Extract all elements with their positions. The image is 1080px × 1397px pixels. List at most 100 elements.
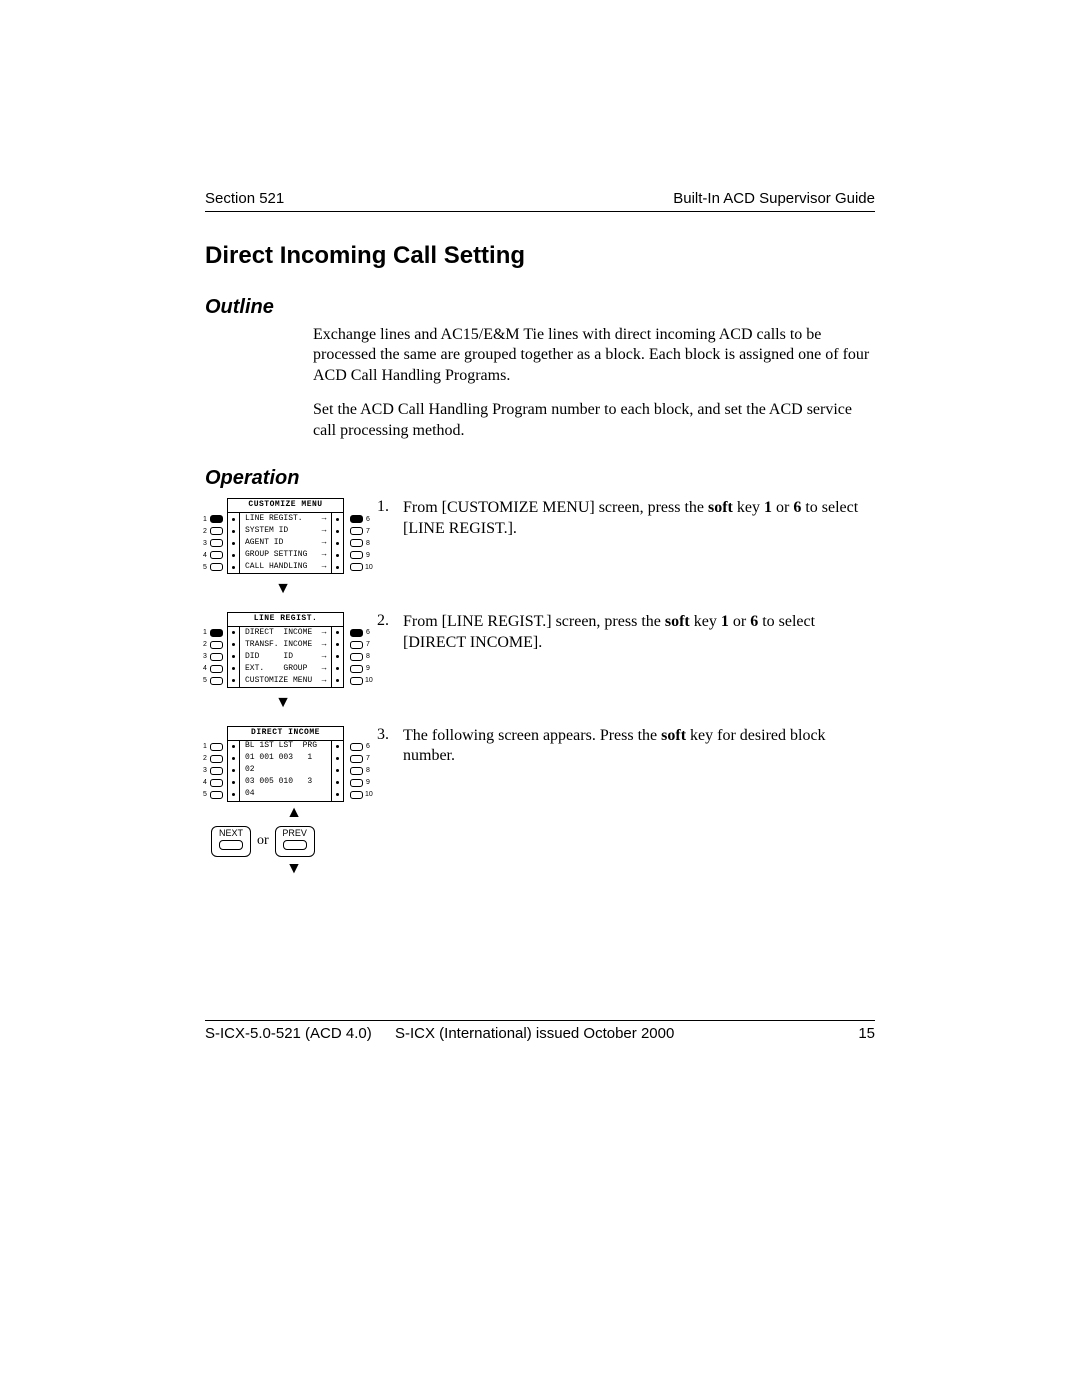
header-right: Built-In ACD Supervisor Guide <box>673 190 875 207</box>
softkey-led-icon <box>350 539 363 547</box>
softkey-led-icon <box>210 563 223 571</box>
outline-heading: Outline <box>205 296 875 319</box>
r: DID ID <box>242 653 319 662</box>
r: CUSTOMIZE MENU <box>242 677 319 686</box>
bullet-icon <box>232 757 235 760</box>
lcd1-row1: LINE REGIST. <box>242 515 319 524</box>
arrow-down-icon: ▼ <box>253 580 313 598</box>
next-button[interactable]: NEXT <box>211 826 251 857</box>
button-key-icon <box>219 840 243 850</box>
r: DIRECT INCOME <box>242 629 319 638</box>
lcd1-rnum-1: 6 <box>365 516 371 524</box>
softkey-led-icon <box>350 767 363 775</box>
n: 7 <box>365 755 371 763</box>
t: From [CUSTOMIZE MENU] screen, press the <box>403 499 708 516</box>
n: 6 <box>365 629 371 637</box>
n: 10 <box>365 791 371 799</box>
lcd-panel-3-wrap: 1 2 3 4 5 6 7 8 9 10 DIRECT INCOME BL 1 <box>205 726 365 879</box>
arrow-right-icon: → <box>319 539 329 548</box>
lcd3-title: DIRECT INCOME <box>228 727 343 741</box>
footer-left: S-ICX-5.0-521 (ACD 4.0) <box>205 1025 395 1042</box>
arrow-right-icon: → <box>319 527 329 536</box>
bullet-icon <box>336 769 339 772</box>
n: 2 <box>202 755 208 763</box>
t: or <box>729 613 750 630</box>
softkey-led-icon <box>350 665 363 673</box>
softkey-led-icon <box>210 551 223 559</box>
softkey-led-icon <box>350 677 363 685</box>
softkey-led-icon <box>210 629 223 637</box>
bullet-icon <box>336 745 339 748</box>
lcd1-lnum-1: 1 <box>202 516 208 524</box>
step-number: 3. <box>377 726 403 767</box>
button-key-icon <box>283 840 307 850</box>
operation-step-1: 1 2 3 4 5 6 7 8 9 10 CUSTOMIZE MENU LI <box>205 498 875 604</box>
r: 03 005 010 3 <box>242 778 329 787</box>
n: 10 <box>365 677 371 685</box>
n: 9 <box>365 779 371 787</box>
bullet-icon <box>232 679 235 682</box>
next-label: NEXT <box>219 828 243 838</box>
softkey-led-icon <box>350 755 363 763</box>
page: Section 521 Built-In ACD Supervisor Guid… <box>0 0 1080 1397</box>
lcd1-lnum-5: 5 <box>202 564 208 572</box>
softkey-led-icon <box>210 527 223 535</box>
arrow-right-icon: → <box>319 515 329 524</box>
lcd1-rnum-2: 7 <box>365 528 371 536</box>
softkey-led-icon <box>350 563 363 571</box>
bullet-icon <box>336 518 339 521</box>
outline-para-2: Set the ACD Call Handling Program number… <box>313 400 875 441</box>
lcd-panel-2-wrap: 1 2 3 4 5 6 7 8 9 10 LINE REGIST. DIREC <box>205 612 365 718</box>
n: 6 <box>365 743 371 751</box>
nav-buttons: NEXT or PREV <box>211 826 365 857</box>
lcd1-rnum-4: 9 <box>365 552 371 560</box>
softkey-led-icon <box>350 515 363 523</box>
content-area: Section 521 Built-In ACD Supervisor Guid… <box>205 190 875 879</box>
bullet-icon <box>232 530 235 533</box>
softkey-led-icon <box>210 767 223 775</box>
step3-text: 3. The following screen appears. Press t… <box>377 726 875 767</box>
lcd1-lnum-3: 3 <box>202 540 208 548</box>
operation-step-2: 1 2 3 4 5 6 7 8 9 10 LINE REGIST. DIREC <box>205 612 875 718</box>
outline-body: Exchange lines and AC15/E&M Tie lines wi… <box>313 325 875 441</box>
softkey-led-icon <box>350 551 363 559</box>
prev-label: PREV <box>282 828 307 838</box>
arrow-right-icon: → <box>319 629 329 638</box>
bullet-icon <box>232 655 235 658</box>
r: BL 1ST LST PRG <box>242 742 329 751</box>
bullet-icon <box>336 655 339 658</box>
arrow-right-icon: → <box>319 653 329 662</box>
lcd2-title: LINE REGIST. <box>228 613 343 627</box>
arrow-right-icon: → <box>319 563 329 572</box>
lcd1-rnum-5: 10 <box>365 564 371 572</box>
lcd1-left-keys: 1 2 3 4 5 <box>202 513 226 573</box>
outline-para-1: Exchange lines and AC15/E&M Tie lines wi… <box>313 325 875 386</box>
bullet-icon <box>232 518 235 521</box>
n: 2 <box>202 641 208 649</box>
lcd1-title: CUSTOMIZE MENU <box>228 499 343 513</box>
softkey-led-icon <box>350 743 363 751</box>
lcd1-right-keys: 6 7 8 9 10 <box>347 513 371 573</box>
t: or <box>772 499 793 516</box>
softkey-led-icon <box>210 755 223 763</box>
t-bold: soft <box>661 727 686 744</box>
arrow-right-icon: → <box>319 665 329 674</box>
bullet-icon <box>232 643 235 646</box>
t: The following screen appears. Press the <box>403 727 661 744</box>
bullet-icon <box>232 631 235 634</box>
arrow-right-icon: → <box>319 641 329 650</box>
t: key <box>733 499 764 516</box>
softkey-led-icon <box>210 779 223 787</box>
arrow-up-icon: ▲ <box>223 804 365 822</box>
softkey-led-icon <box>350 779 363 787</box>
bullet-icon <box>232 781 235 784</box>
n: 3 <box>202 767 208 775</box>
bullet-icon <box>232 793 235 796</box>
n: 4 <box>202 779 208 787</box>
step1-text: 1. From [CUSTOMIZE MENU] screen, press t… <box>377 498 875 539</box>
bullet-icon <box>336 631 339 634</box>
bullet-icon <box>336 781 339 784</box>
r: 04 <box>242 790 329 799</box>
prev-button[interactable]: PREV <box>275 826 315 857</box>
bullet-icon <box>232 667 235 670</box>
